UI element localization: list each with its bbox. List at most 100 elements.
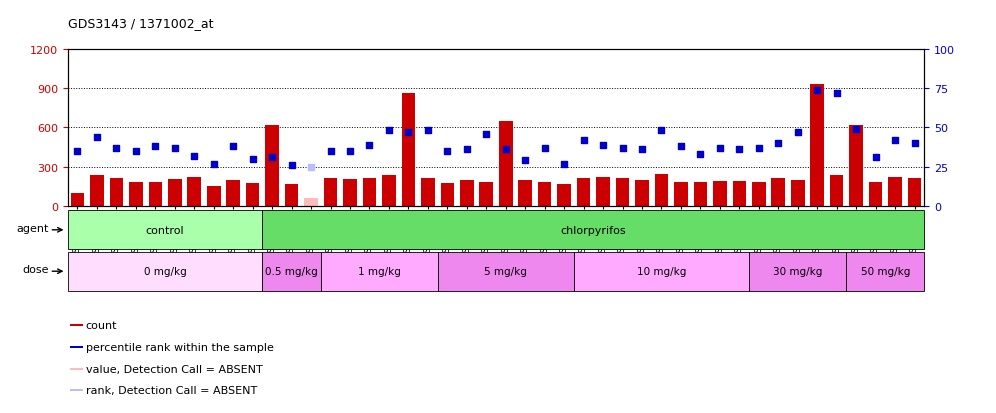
Point [868,154,883,161]
Point [731,147,747,153]
Text: 10 mg/kg: 10 mg/kg [636,266,686,277]
Point [186,153,202,159]
Bar [324,178,338,206]
Bar [90,175,104,206]
Bar [847,252,924,291]
Bar [811,85,824,206]
Text: 1 mg/kg: 1 mg/kg [358,266,400,277]
Point [303,164,319,171]
Bar [304,199,318,206]
Bar [71,324,83,326]
Bar [71,193,85,206]
Bar [499,122,513,206]
Point [770,140,786,147]
Point [420,128,436,135]
Point [556,161,572,167]
Bar [148,182,162,206]
Point [459,147,475,153]
Point [147,144,163,150]
Bar [110,179,124,206]
Text: control: control [145,225,184,235]
Bar [71,368,83,370]
Bar [907,179,921,206]
Bar [207,186,220,206]
Bar [674,182,688,206]
Text: 0.5 mg/kg: 0.5 mg/kg [265,266,318,277]
Bar [558,185,571,206]
Bar [830,175,844,206]
Point [849,126,865,133]
Text: 0 mg/kg: 0 mg/kg [143,266,186,277]
Point [906,140,922,147]
Point [284,162,300,169]
Bar [772,179,785,206]
Bar [479,182,493,206]
Bar [749,252,847,291]
Bar [888,177,902,206]
Text: dose: dose [22,265,49,275]
Bar [616,179,629,206]
Point [829,90,845,97]
Bar [344,180,357,206]
Point [634,147,650,153]
Bar [187,178,201,206]
Bar [363,179,376,206]
Point [498,147,514,153]
Text: value, Detection Call = ABSENT: value, Detection Call = ABSENT [86,364,263,374]
Bar [713,182,727,206]
Bar [752,183,766,206]
Point [127,148,143,155]
Bar [732,182,746,206]
Bar [71,346,83,348]
Bar [71,389,83,392]
Point [887,137,903,144]
Point [323,148,339,155]
Point [712,145,728,152]
Text: 30 mg/kg: 30 mg/kg [773,266,823,277]
Point [109,145,124,152]
Point [810,87,826,94]
Point [381,128,397,135]
Point [478,131,494,138]
Point [206,161,222,167]
Bar [635,181,648,206]
Point [692,152,708,158]
Bar [850,126,863,206]
Point [751,145,767,152]
Point [167,145,183,152]
Bar [262,252,321,291]
Text: count: count [86,320,118,330]
Bar [401,93,415,206]
Point [790,129,806,136]
Point [400,129,416,136]
Bar [869,182,882,206]
Text: GDS3143 / 1371002_at: GDS3143 / 1371002_at [68,17,213,29]
Bar [168,180,181,206]
Bar [693,183,707,206]
Text: percentile rank within the sample: percentile rank within the sample [86,342,274,352]
Point [615,145,630,152]
Point [576,137,592,144]
Bar [68,252,262,291]
Point [653,128,669,135]
Point [673,144,689,150]
Point [264,154,280,161]
Point [362,142,377,149]
Bar [538,182,552,206]
Bar [285,184,299,206]
Bar [382,175,395,206]
Point [517,158,533,164]
Bar [321,252,437,291]
Text: chlorpyrifos: chlorpyrifos [561,225,626,235]
Bar [129,182,142,206]
Bar [460,180,474,206]
Point [596,142,612,149]
Bar [246,184,260,206]
Bar [262,211,924,250]
Point [439,148,455,155]
Bar [791,180,805,206]
Bar [68,211,262,250]
Text: agent: agent [16,223,49,233]
Bar [518,181,532,206]
Bar [654,174,668,206]
